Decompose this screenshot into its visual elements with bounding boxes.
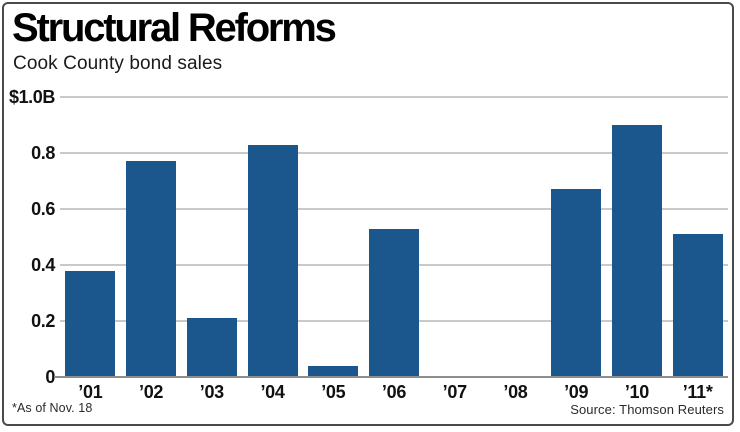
x-tick-label: ’03 <box>199 382 224 402</box>
gridline <box>60 152 728 154</box>
x-tick-label: ’10 <box>624 382 649 402</box>
y-tick-label: 0 <box>45 367 55 387</box>
bar-03 <box>186 318 237 377</box>
chart-frame: Structural Reforms Cook County bond sale… <box>2 2 734 426</box>
bar-02 <box>126 161 177 377</box>
x-tick-label: ’07 <box>442 382 467 402</box>
bar-04 <box>247 145 298 377</box>
bar-10 <box>611 125 662 377</box>
x-tick-label: ’09 <box>564 382 589 402</box>
gridline <box>60 96 728 98</box>
x-tick-label: ’01 <box>78 382 103 402</box>
bar-05 <box>308 366 359 377</box>
bar-11 <box>672 234 723 377</box>
x-tick-label: ’11* <box>682 382 713 402</box>
chart-title: Structural Reforms <box>12 6 337 50</box>
bar-09 <box>551 189 602 377</box>
gridline <box>60 208 728 210</box>
x-tick-label: ’06 <box>381 382 407 402</box>
x-tick-label: ’05 <box>321 382 346 402</box>
y-tick-label: 0.2 <box>31 311 55 331</box>
source-credit: Source: Thomson Reuters <box>570 402 724 417</box>
y-tick-label: $1.0B <box>8 87 55 107</box>
x-axis-line <box>54 376 728 378</box>
bar-01 <box>65 271 116 377</box>
footnote: *As of Nov. 18 <box>12 401 93 415</box>
bar-06 <box>369 229 419 377</box>
y-tick-label: 0.6 <box>31 199 55 219</box>
x-tick-label: ’04 <box>260 382 285 402</box>
y-tick-label: 0.4 <box>31 255 55 275</box>
y-tick-label: 0.8 <box>31 143 55 163</box>
x-tick-label: ’08 <box>503 382 528 402</box>
chart-subtitle: Cook County bond sales <box>13 53 223 74</box>
x-tick-label: ’02 <box>139 382 164 402</box>
